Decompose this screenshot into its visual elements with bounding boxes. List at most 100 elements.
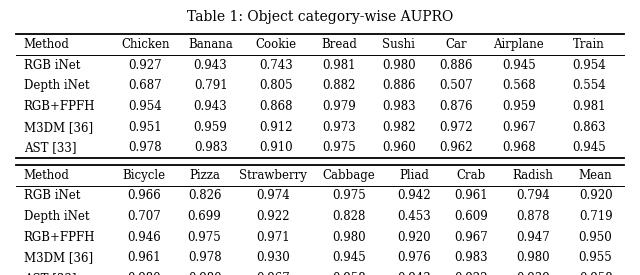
- Text: 0.967: 0.967: [454, 231, 488, 244]
- Text: 0.882: 0.882: [323, 79, 356, 92]
- Text: Method: Method: [24, 169, 70, 182]
- Text: 0.719: 0.719: [579, 210, 612, 223]
- Text: 0.863: 0.863: [572, 121, 605, 134]
- Text: Car: Car: [445, 38, 467, 51]
- Text: Train: Train: [573, 38, 605, 51]
- Text: 0.942: 0.942: [397, 189, 431, 202]
- Text: 0.930: 0.930: [256, 251, 290, 264]
- Text: 0.939: 0.939: [516, 272, 550, 275]
- Text: Depth iNet: Depth iNet: [24, 79, 89, 92]
- Text: 0.961: 0.961: [127, 251, 161, 264]
- Text: 0.910: 0.910: [259, 141, 292, 154]
- Text: Strawberry: Strawberry: [239, 169, 307, 182]
- Text: 0.699: 0.699: [188, 210, 221, 223]
- Text: 0.966: 0.966: [127, 189, 161, 202]
- Text: 0.453: 0.453: [397, 210, 431, 223]
- Text: 0.886: 0.886: [439, 59, 472, 72]
- Text: Banana: Banana: [188, 38, 233, 51]
- Text: Pizza: Pizza: [189, 169, 220, 182]
- Text: 0.982: 0.982: [382, 121, 415, 134]
- Text: 0.980: 0.980: [127, 272, 161, 275]
- Text: 0.961: 0.961: [454, 189, 488, 202]
- Text: Sushi: Sushi: [383, 38, 415, 51]
- Text: 0.609: 0.609: [454, 210, 488, 223]
- Text: Table 1: Object category-wise AUPRO: Table 1: Object category-wise AUPRO: [187, 10, 453, 24]
- Text: Cabbage: Cabbage: [323, 169, 376, 182]
- Text: 0.707: 0.707: [127, 210, 161, 223]
- Text: 0.959: 0.959: [194, 121, 227, 134]
- Text: 0.983: 0.983: [382, 100, 416, 113]
- Text: 0.955: 0.955: [579, 251, 612, 264]
- Text: 0.922: 0.922: [256, 210, 290, 223]
- Text: 0.983: 0.983: [454, 251, 488, 264]
- Text: Chicken: Chicken: [121, 38, 170, 51]
- Text: 0.972: 0.972: [439, 121, 472, 134]
- Text: 0.945: 0.945: [572, 141, 606, 154]
- Text: M3DM [36]: M3DM [36]: [24, 121, 93, 134]
- Text: Radish: Radish: [513, 169, 554, 182]
- Text: 0.943: 0.943: [194, 100, 227, 113]
- Text: 0.927: 0.927: [129, 59, 162, 72]
- Text: Mean: Mean: [579, 169, 612, 182]
- Text: 0.912: 0.912: [259, 121, 292, 134]
- Text: 0.958: 0.958: [579, 272, 612, 275]
- Text: 0.922: 0.922: [454, 272, 488, 275]
- Text: 0.951: 0.951: [129, 121, 162, 134]
- Text: 0.954: 0.954: [129, 100, 163, 113]
- Text: 0.945: 0.945: [502, 59, 536, 72]
- Text: Method: Method: [24, 38, 70, 51]
- Text: 0.568: 0.568: [502, 79, 536, 92]
- Text: 0.943: 0.943: [397, 272, 431, 275]
- Text: Cookie: Cookie: [255, 38, 296, 51]
- Text: 0.878: 0.878: [516, 210, 550, 223]
- Text: Airplane: Airplane: [493, 38, 544, 51]
- Text: 0.943: 0.943: [194, 59, 227, 72]
- Text: 0.920: 0.920: [579, 189, 612, 202]
- Text: 0.975: 0.975: [323, 141, 356, 154]
- Text: 0.826: 0.826: [188, 189, 221, 202]
- Text: 0.981: 0.981: [323, 59, 356, 72]
- Text: 0.886: 0.886: [382, 79, 415, 92]
- Text: 0.947: 0.947: [516, 231, 550, 244]
- Text: 0.554: 0.554: [572, 79, 606, 92]
- Text: 0.950: 0.950: [579, 231, 612, 244]
- Text: RGB+FPFH: RGB+FPFH: [24, 231, 95, 244]
- Text: 0.960: 0.960: [382, 141, 416, 154]
- Text: 0.967: 0.967: [502, 121, 536, 134]
- Text: 0.946: 0.946: [127, 231, 161, 244]
- Text: 0.687: 0.687: [129, 79, 162, 92]
- Text: 0.959: 0.959: [502, 100, 536, 113]
- Text: Pliad: Pliad: [399, 169, 429, 182]
- Text: 0.974: 0.974: [256, 189, 290, 202]
- Text: 0.980: 0.980: [332, 231, 366, 244]
- Text: Bicycle: Bicycle: [122, 169, 166, 182]
- Text: RGB iNet: RGB iNet: [24, 189, 80, 202]
- Text: 0.743: 0.743: [259, 59, 292, 72]
- Text: 0.980: 0.980: [516, 251, 550, 264]
- Text: 0.980: 0.980: [382, 59, 416, 72]
- Text: Crab: Crab: [456, 169, 485, 182]
- Text: RGB iNet: RGB iNet: [24, 59, 80, 72]
- Text: 0.979: 0.979: [323, 100, 356, 113]
- Text: 0.805: 0.805: [259, 79, 292, 92]
- Text: 0.962: 0.962: [439, 141, 472, 154]
- Text: 0.920: 0.920: [397, 231, 431, 244]
- Text: 0.983: 0.983: [194, 141, 227, 154]
- Text: 0.968: 0.968: [502, 141, 536, 154]
- Text: 0.954: 0.954: [572, 59, 606, 72]
- Text: 0.791: 0.791: [194, 79, 227, 92]
- Text: 0.958: 0.958: [332, 272, 366, 275]
- Text: AST [33]: AST [33]: [24, 141, 76, 154]
- Text: 0.967: 0.967: [256, 272, 290, 275]
- Text: 0.975: 0.975: [188, 231, 221, 244]
- Text: RGB+FPFH: RGB+FPFH: [24, 100, 95, 113]
- Text: M3DM [36]: M3DM [36]: [24, 251, 93, 264]
- Text: 0.973: 0.973: [323, 121, 356, 134]
- Text: 0.876: 0.876: [439, 100, 472, 113]
- Text: 0.975: 0.975: [332, 189, 366, 202]
- Text: 0.868: 0.868: [259, 100, 292, 113]
- Text: AST [33]: AST [33]: [24, 272, 76, 275]
- Text: 0.980: 0.980: [188, 272, 221, 275]
- Text: 0.978: 0.978: [129, 141, 162, 154]
- Text: Bread: Bread: [321, 38, 357, 51]
